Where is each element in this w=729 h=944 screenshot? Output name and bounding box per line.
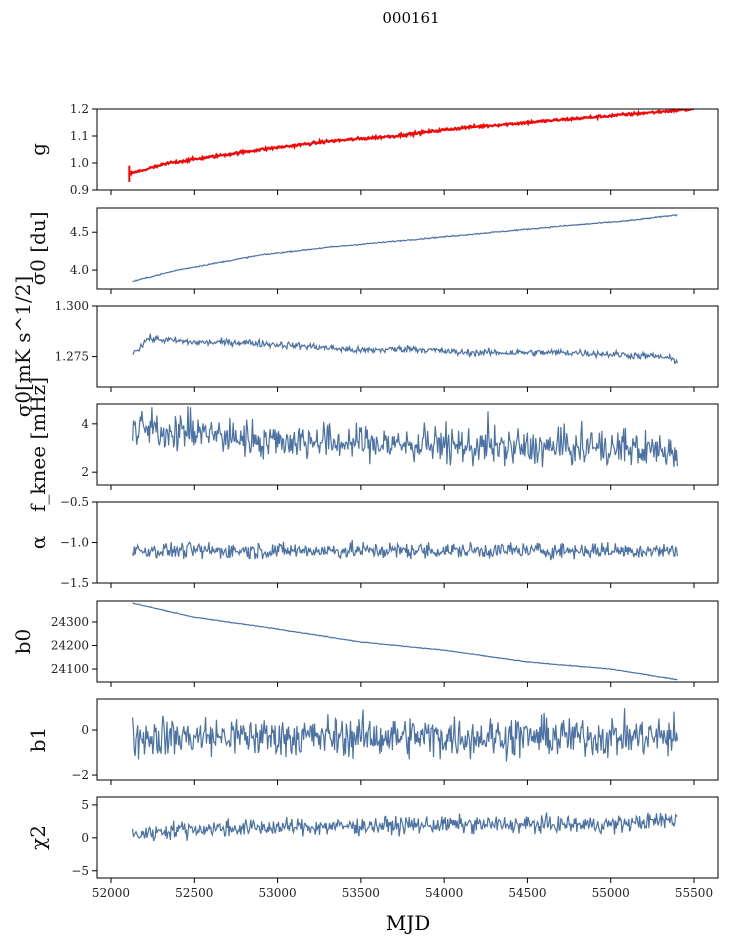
x-tick-label: 52500 (175, 886, 213, 900)
y-tick-label: 1.275 (55, 350, 89, 364)
y-tick-label: 1.2 (70, 102, 89, 116)
y-tick-label: 1.300 (55, 299, 89, 313)
series-chi2 (132, 812, 678, 842)
panel-7: 52000 52500 53000 53500 54000 54500 55000 55500… (26, 796, 719, 900)
x-tick-label: 53000 (258, 886, 296, 900)
series-fknee (132, 406, 678, 468)
y-tick-label: 0 (81, 831, 89, 845)
y-tick-label: −1.0 (60, 536, 89, 550)
series-b0 (132, 602, 678, 681)
y-axis-label: b0 (11, 629, 35, 655)
y-tick-label: 1.0 (70, 156, 89, 170)
x-tick-label: 55000 (592, 886, 630, 900)
series-b1 (132, 708, 678, 762)
series-alpha (132, 539, 678, 561)
axes-frame (96, 698, 719, 781)
panel-0: 0.9 1.0 1.1 1.2 g (26, 102, 719, 197)
y-tick-label: 1.1 (70, 129, 89, 143)
axes-frame (96, 108, 719, 191)
series-sigma0_mK (132, 333, 678, 365)
y-tick-label: −0.5 (60, 495, 89, 509)
panel-4: −1.5 −1.0 −0.5 α (26, 495, 719, 590)
y-tick-label: −5 (71, 864, 89, 878)
y-tick-label: 2 (81, 465, 89, 479)
axes-frame (96, 305, 719, 388)
y-axis-label: σ0 [du] (26, 211, 50, 285)
y-tick-label: 24300 (51, 615, 89, 629)
y-tick-label: −1.5 (60, 576, 89, 590)
panel-6: −2 0 b1 (26, 698, 719, 785)
y-axis-label: σ0[mK s^1/2] (11, 276, 35, 417)
series-sigma0_du (132, 214, 678, 283)
x-tick-label: 54500 (508, 886, 546, 900)
y-tick-label: −2 (71, 768, 89, 782)
y-axis-label: b1 (26, 727, 50, 753)
series-g_reference (128, 109, 694, 177)
y-tick-label: 4.0 (70, 263, 89, 277)
y-tick-label: 4 (81, 417, 89, 431)
figure-title: 000161 (382, 9, 439, 27)
x-tick-label: 52000 (92, 886, 130, 900)
x-tick-label: 53500 (342, 886, 380, 900)
x-tick-label: 54000 (425, 886, 463, 900)
axes-frame (96, 207, 719, 290)
axes-frame (96, 796, 719, 879)
axes-frame (96, 403, 719, 486)
y-tick-label: 5 (81, 798, 89, 812)
y-axis-label: g (26, 143, 50, 156)
y-tick-label: 24200 (51, 639, 89, 653)
x-axis-label: MJD (386, 911, 431, 935)
axes-frame (96, 600, 719, 683)
series-g (132, 109, 678, 174)
panel-2: 1.275 1.300 σ0[mK s^1/2] (11, 276, 719, 417)
y-axis-label: χ2 (26, 825, 50, 850)
y-tick-label: 0 (81, 723, 89, 737)
y-tick-label: 24100 (51, 662, 89, 676)
panel-3: 2 4 f_knee [mHz] (26, 377, 719, 512)
y-axis-label: f_knee [mHz] (26, 377, 50, 512)
x-tick-label: 55500 (675, 886, 713, 900)
panel-1: 4.0 4.5 σ0 [du] (26, 207, 719, 294)
y-tick-label: 4.5 (70, 225, 89, 239)
y-axis-label: α (26, 536, 50, 550)
panel-5: 24100 24200 24300 b0 (11, 600, 719, 687)
y-tick-label: 0.9 (70, 183, 89, 197)
